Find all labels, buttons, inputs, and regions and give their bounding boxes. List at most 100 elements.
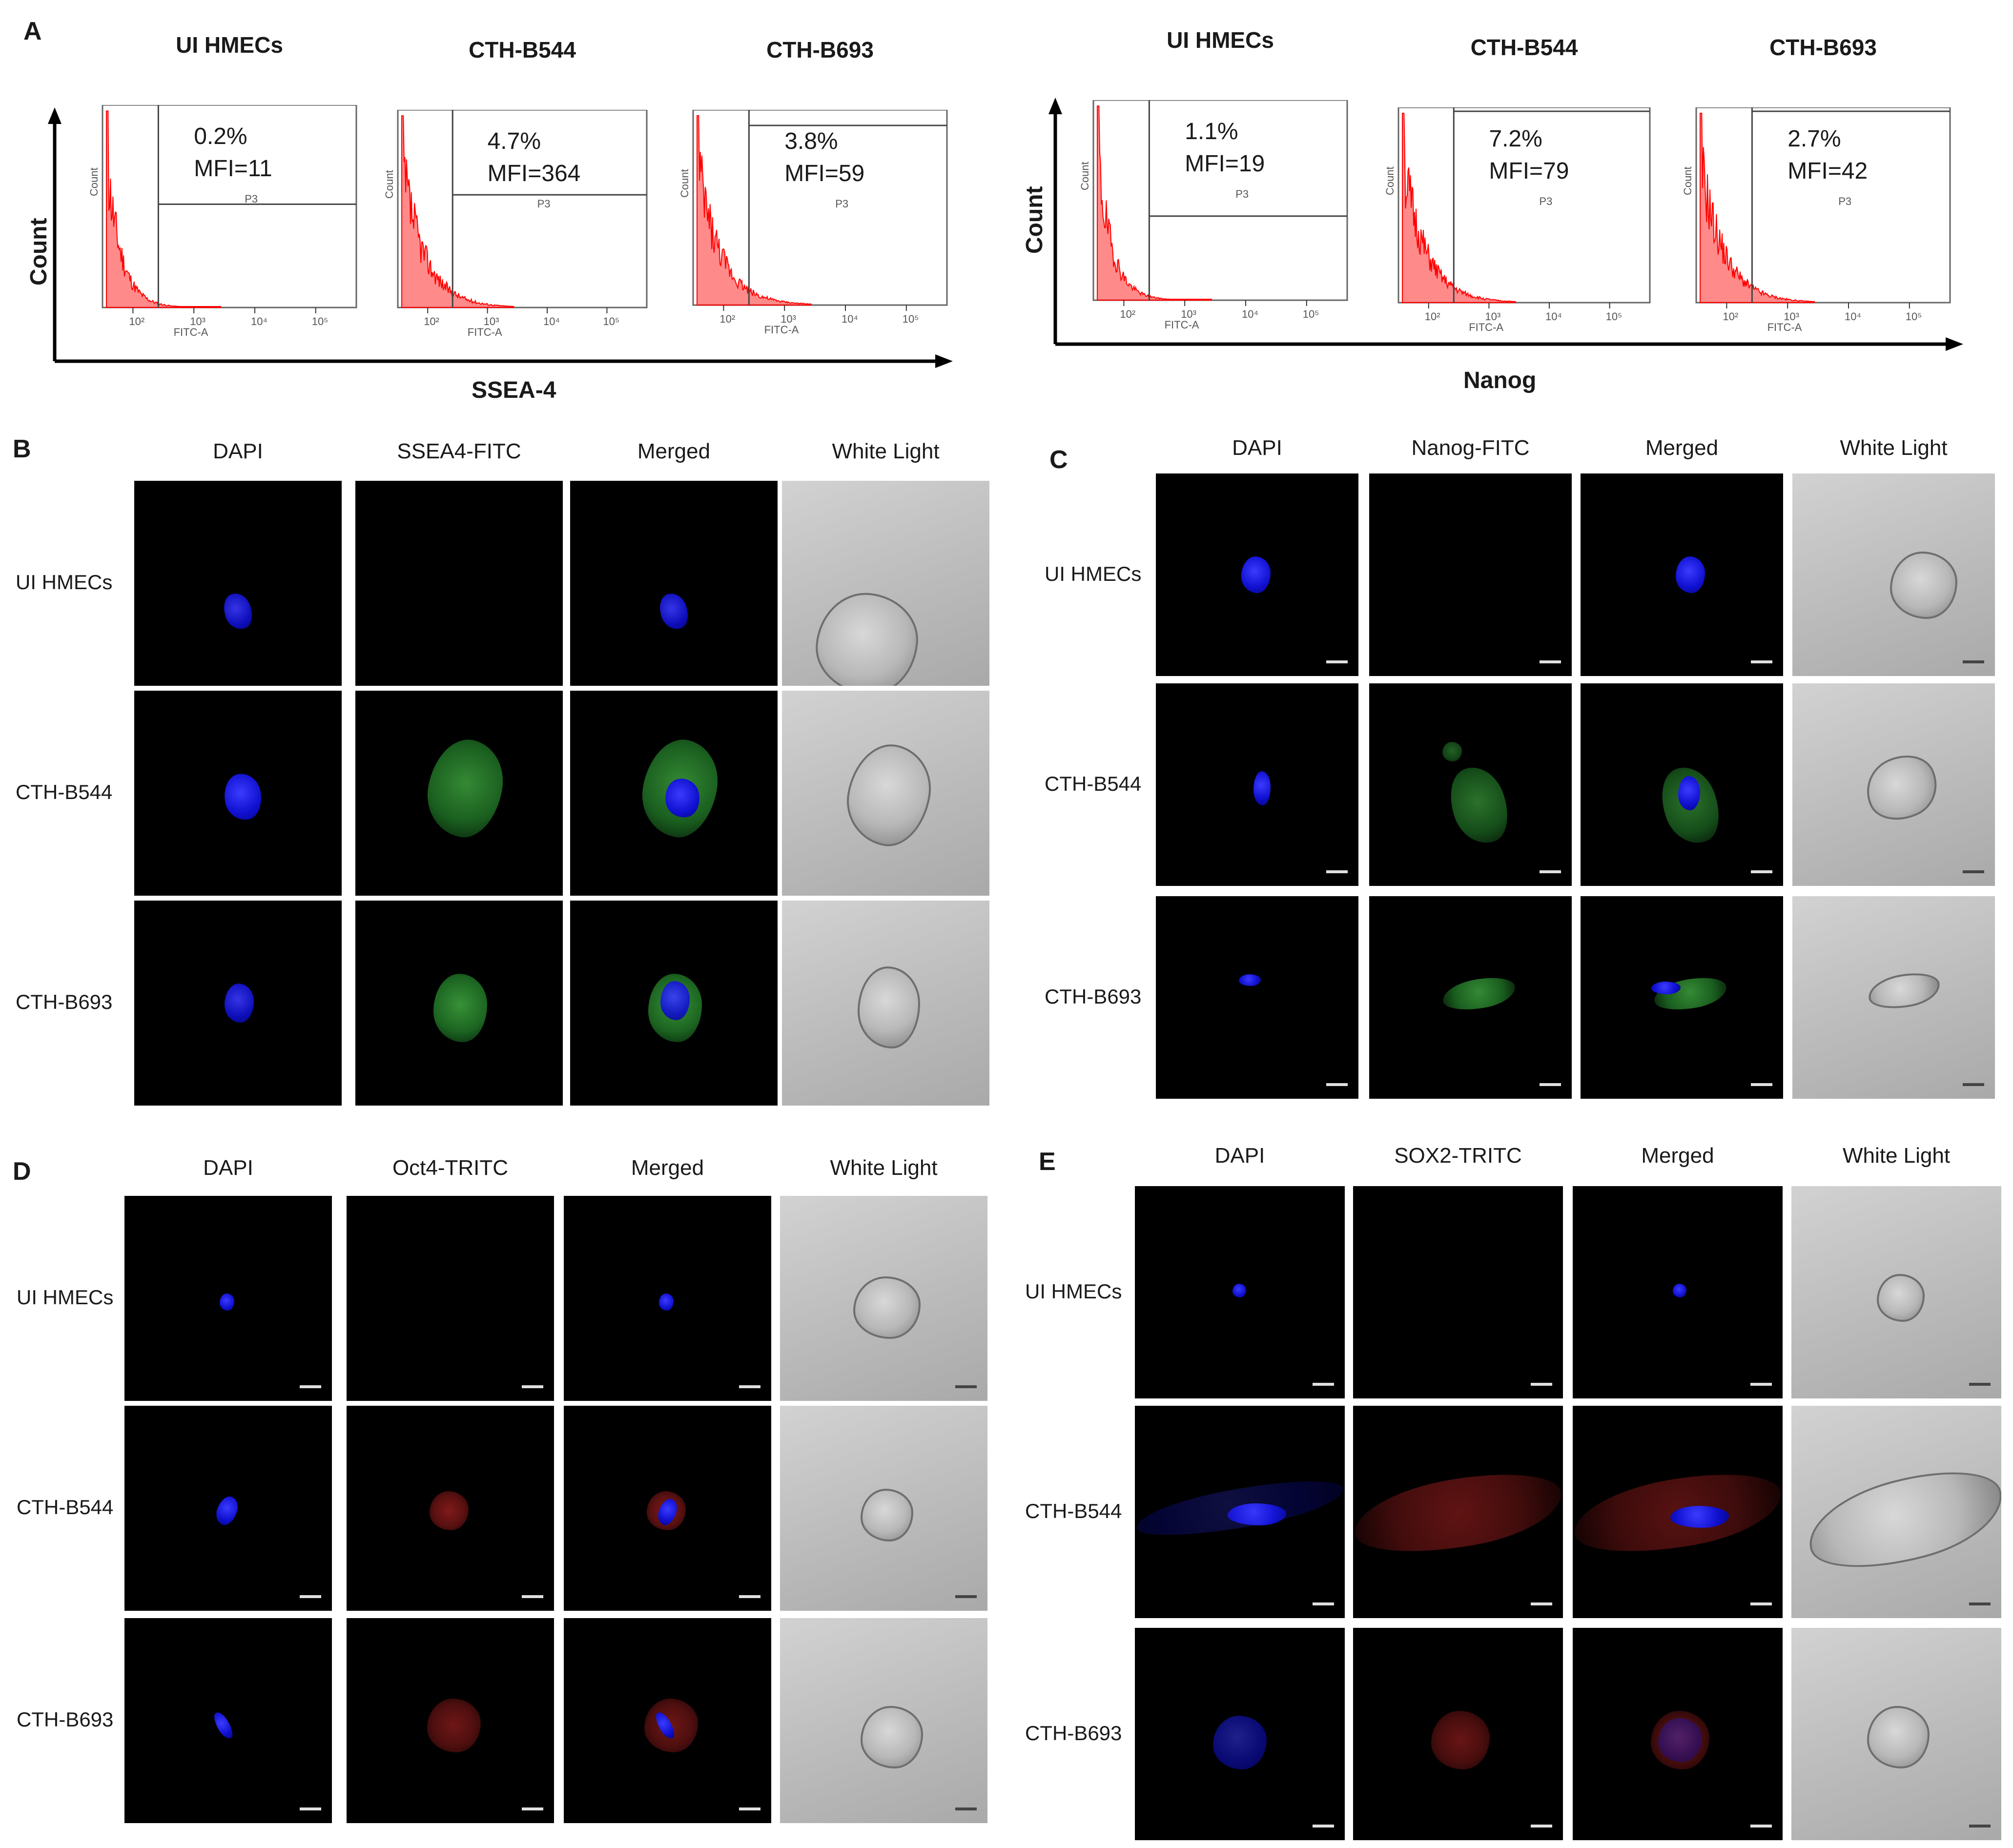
scale-bar xyxy=(1313,1825,1334,1827)
x-tick-label: 10⁵ xyxy=(1906,310,1922,323)
mfi-label: MFI=42 xyxy=(1787,158,1868,184)
column-header: DAPI xyxy=(203,1156,253,1180)
brightfield-image xyxy=(780,1618,987,1823)
flow-sample-title: CTH-B693 xyxy=(1769,35,1877,60)
percent-label: 2.7% xyxy=(1787,126,1841,152)
y-axis-label: Count xyxy=(1079,161,1091,190)
row-label: CTH-B544 xyxy=(1025,1499,1122,1522)
fluorescence-image xyxy=(1353,1628,1563,1840)
x-axis-label: FITC-A xyxy=(764,324,799,336)
cell-outline xyxy=(853,1276,921,1339)
fluorescence-image xyxy=(1573,1628,1783,1840)
red-stain xyxy=(427,1699,481,1752)
green-stain xyxy=(420,734,510,843)
column-header: Merged xyxy=(1641,1144,1714,1168)
fluorescence-image xyxy=(1156,896,1358,1099)
cell-outline xyxy=(1799,1455,2001,1585)
scale-bar xyxy=(1751,870,1772,873)
x-tick-label: 10⁵ xyxy=(1303,308,1319,320)
percent-label: 4.7% xyxy=(487,128,541,154)
scale-bar xyxy=(739,1807,760,1810)
nucleus-stain xyxy=(221,771,265,823)
scale-bar xyxy=(955,1595,977,1598)
brightfield-image xyxy=(1792,896,1995,1099)
red-stain xyxy=(1353,1461,1563,1565)
scale-bar xyxy=(1750,1383,1772,1386)
cell-outline xyxy=(858,966,920,1048)
x-tick-label: 10² xyxy=(129,315,144,328)
fluorescence-image xyxy=(124,1618,332,1823)
row-label: CTH-B544 xyxy=(16,780,113,803)
nucleus-stain xyxy=(1239,974,1261,986)
fluorescence-image xyxy=(1581,896,1783,1099)
brightfield-image xyxy=(1791,1628,2001,1840)
plot-frame xyxy=(102,105,357,308)
flow-sample-title: CTH-B544 xyxy=(1470,35,1578,60)
flow-sample-title: UI HMECs xyxy=(176,32,283,58)
fluorescence-image xyxy=(1369,683,1572,886)
fluorescence-image xyxy=(1353,1406,1563,1618)
nanog-x-axis-title: Nanog xyxy=(1463,368,1537,393)
fluorescence-image xyxy=(1581,473,1783,676)
gate-label: P3 xyxy=(1539,195,1553,207)
green-stain xyxy=(433,974,487,1042)
nucleus-stain xyxy=(1673,1284,1686,1297)
plot-frame xyxy=(1397,107,1651,304)
scale-bar xyxy=(1963,870,1984,873)
y-axis-label: Count xyxy=(1384,166,1396,195)
mfi-label: MFI=19 xyxy=(1185,151,1265,177)
ssea4-x-axis-title: SSEA-4 xyxy=(472,377,556,403)
ssea4-axes xyxy=(48,107,953,368)
scale-bar xyxy=(1531,1383,1552,1386)
percent-label: 7.2% xyxy=(1489,126,1542,152)
fluorescence-image xyxy=(1156,683,1358,886)
fluorescence-image xyxy=(1135,1406,1345,1618)
fluorescence-image xyxy=(1369,473,1572,676)
column-header: Merged xyxy=(637,439,711,463)
brightfield-image xyxy=(1792,683,1995,886)
scale-bar xyxy=(1531,1602,1552,1605)
fluorescence-image xyxy=(1369,896,1572,1099)
gate-label: P3 xyxy=(1838,195,1852,207)
scale-bar xyxy=(1969,1383,1991,1386)
x-tick-label: 10⁴ xyxy=(1242,308,1258,320)
scale-bar xyxy=(1326,870,1348,873)
scale-bar xyxy=(522,1807,543,1810)
scale-bar xyxy=(1531,1825,1552,1827)
x-axis-label: FITC-A xyxy=(1164,319,1199,331)
brightfield-image xyxy=(782,901,989,1106)
y-axis-label: Count xyxy=(88,167,100,196)
panel-d-letter: D xyxy=(13,1157,31,1186)
y-axis-label: Count xyxy=(1682,166,1694,195)
scale-bar xyxy=(1750,1602,1772,1605)
fluorescence-image xyxy=(1135,1628,1345,1840)
nucleus-stain xyxy=(1228,1503,1286,1525)
nucleus-stain xyxy=(1676,556,1705,593)
gate-label: P3 xyxy=(537,198,551,210)
x-tick-label: 10⁴ xyxy=(842,313,858,325)
scale-bar xyxy=(1540,870,1561,873)
histogram-fill xyxy=(1402,113,1516,303)
fluorescence-image xyxy=(355,691,563,896)
scale-bar xyxy=(955,1385,977,1388)
plot-frame xyxy=(1092,100,1348,301)
fluorescence-image xyxy=(564,1196,771,1401)
scale-bar xyxy=(739,1595,760,1598)
scale-bar xyxy=(1313,1602,1334,1605)
red-stain xyxy=(430,1491,469,1530)
y-axis-label: Count xyxy=(383,170,395,199)
x-tick-label: 10³ xyxy=(1485,310,1500,323)
x-tick-label: 10² xyxy=(1723,310,1738,323)
percent-label: 3.8% xyxy=(784,128,838,154)
scale-bar xyxy=(522,1385,543,1388)
scale-bar xyxy=(300,1595,321,1598)
flow-histogram: 10² 10³ 10⁴ 10⁵ xyxy=(102,105,357,328)
plot-frame xyxy=(397,110,648,308)
plot-frame xyxy=(692,110,948,306)
row-label: UI HMECs xyxy=(1025,1279,1122,1303)
y-axis-label: Count xyxy=(678,169,691,198)
column-header: White Light xyxy=(1842,1144,1951,1168)
panel-e-letter: E xyxy=(1039,1148,1056,1176)
scale-bar xyxy=(300,1807,321,1810)
